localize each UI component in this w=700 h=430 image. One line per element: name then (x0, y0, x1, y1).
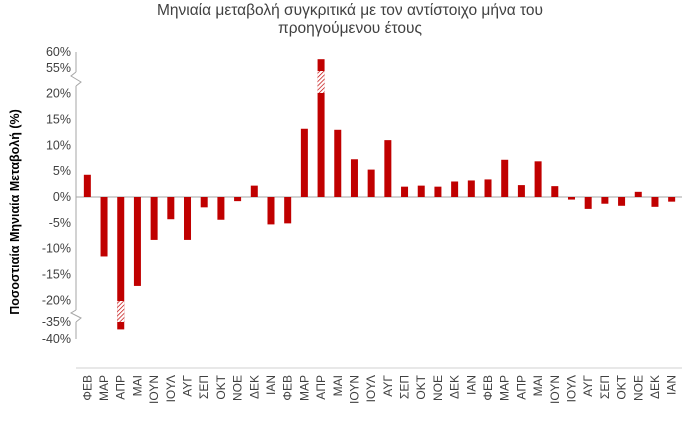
bar (651, 197, 659, 207)
y-tick-label: 60% (46, 45, 71, 59)
bar (484, 179, 492, 197)
bar (300, 128, 308, 197)
x-tick-label: ΣΕΠ (598, 375, 612, 399)
x-tick-label: ΜΑΙ (331, 375, 345, 396)
x-tick-label: ΔΕΚ (448, 375, 462, 399)
x-tick-label: ΑΥΓ (381, 375, 395, 397)
bar-break-marker (117, 301, 125, 322)
x-tick-label: ΟΚΤ (214, 374, 228, 399)
y-axis-label: Ποσοστιαία Μηνιαία Μεταβολή (%) (8, 109, 22, 315)
y-tick-label: 15% (46, 112, 71, 126)
x-tick-label: ΟΚΤ (615, 374, 629, 399)
bar (267, 197, 275, 225)
bar (534, 161, 542, 197)
x-tick-label: ΙΟΥΛ (364, 375, 378, 402)
y-tick-label: 20% (46, 87, 71, 101)
bar (150, 197, 158, 240)
y-tick-labels: 60% 55% 20% 15% 10% 5% 0% -5% -10% -15% -20% -35% -4… (42, 45, 71, 346)
x-tick-label: ΜΑΙ (130, 375, 144, 396)
bar (517, 185, 525, 197)
chart-title-line-1: Μηνιαία μεταβολή συγκριτικά με τον αντίσ… (157, 2, 543, 19)
bar (467, 180, 475, 197)
bar (634, 191, 642, 197)
y-tick-label: -20% (42, 293, 71, 307)
x-tick-label: ΜΑΡ (297, 375, 311, 401)
x-tick-label: ΑΠΡ (314, 375, 328, 400)
x-tick-label: ΦΕΒ (281, 375, 295, 401)
x-tick-label: ΑΠΡ (514, 375, 528, 400)
x-tick-label: ΙΑΝ (665, 375, 679, 395)
y-tick-label: 10% (46, 138, 71, 152)
x-tick-label: ΜΑΡ (498, 375, 512, 401)
bar (567, 197, 575, 200)
x-tick-label: ΑΥΓ (581, 375, 595, 397)
bar (234, 197, 242, 202)
bar (501, 159, 509, 197)
x-tick-label: ΝΟΕ (231, 375, 245, 401)
x-tick-label: ΔΕΚ (648, 375, 662, 399)
y-axis-break-lower (69, 309, 82, 323)
x-tick-label: ΙΟΥΝ (147, 375, 161, 404)
x-tick-label: ΑΠΡ (114, 375, 128, 400)
x-tick-label: ΔΕΚ (247, 375, 261, 399)
bar (367, 169, 375, 197)
bar (350, 159, 358, 197)
bar (184, 197, 192, 240)
bar (167, 197, 175, 220)
x-tick-label: ΣΕΠ (197, 375, 211, 399)
x-tick-label: ΝΟΕ (431, 375, 445, 401)
x-tick-label: ΣΕΠ (398, 375, 412, 399)
bar (100, 197, 108, 257)
bar (250, 185, 258, 197)
bar (83, 174, 91, 197)
bar (117, 197, 125, 330)
x-tick-label: ΝΟΕ (631, 375, 645, 401)
y-tick-label: -5% (49, 216, 71, 230)
x-tick-label: ΦΕΒ (80, 375, 94, 401)
bar (217, 197, 225, 220)
bar (334, 129, 342, 197)
bar (317, 59, 325, 198)
bar (551, 186, 559, 197)
y-tick-label: 0% (53, 190, 71, 204)
bar (401, 186, 409, 197)
x-tick-label: ΙΟΥΝ (347, 375, 361, 404)
y-tick-label: -10% (42, 242, 71, 256)
y-tick-label: -15% (42, 268, 71, 282)
bar (417, 185, 425, 197)
x-tick-label: ΦΕΒ (481, 375, 495, 401)
x-tick-label: ΑΥΓ (181, 375, 195, 397)
bar (601, 197, 609, 204)
bar (584, 197, 592, 209)
bar (618, 197, 626, 206)
x-tick-label: ΜΑΡ (97, 375, 111, 401)
bar (668, 197, 676, 202)
y-tick-label: -35% (42, 315, 71, 329)
bar (200, 197, 208, 208)
x-tick-label: ΙΟΥΛ (564, 375, 578, 402)
x-tick-label: ΙΟΥΝ (548, 375, 562, 404)
bar (384, 140, 392, 197)
y-tick-label: 55% (46, 61, 71, 75)
bar (284, 197, 292, 224)
y-axis-break-upper (70, 71, 82, 87)
bars (83, 59, 676, 330)
y-tick-label: 5% (53, 164, 71, 178)
x-tick-label: ΙΟΥΛ (164, 375, 178, 402)
x-tick-labels: ΦΕΒ ΜΑΡ ΑΠΡ ΜΑΙ ΙΟΥΝ ΙΟΥΛ ΑΥΓ ΣΕΠ ΟΚΤ ΝΟΕ ΔΕΚ ΙΑΝ ΦΕ… (80, 374, 678, 404)
bar (133, 197, 141, 286)
x-tick-label: ΙΑΝ (264, 375, 278, 395)
y-tick-label: -40% (42, 332, 71, 346)
x-tick-label: ΙΑΝ (464, 375, 478, 395)
bar (451, 181, 459, 197)
x-tick-label: ΜΑΙ (531, 375, 545, 396)
x-tick-label: ΟΚΤ (414, 374, 428, 399)
chart-title-line-2: προηγούμενου έτους (278, 20, 422, 37)
bar-break-marker (317, 71, 325, 93)
bar (434, 186, 442, 197)
